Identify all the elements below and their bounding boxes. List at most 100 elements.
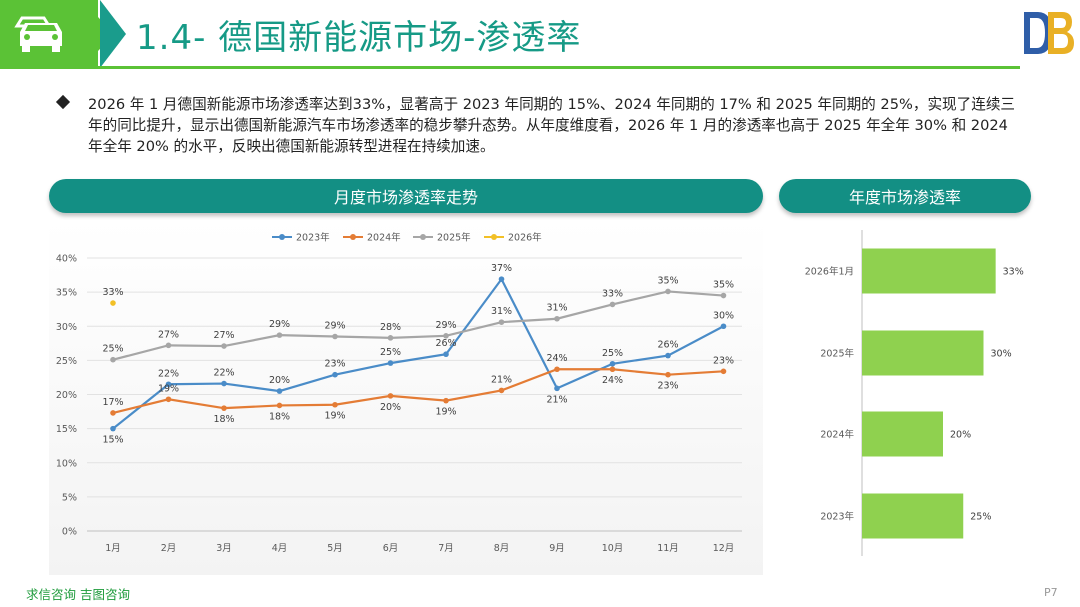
y-tick-label: 40% (56, 254, 77, 265)
data-point (332, 333, 338, 340)
page-title: 1.4- 德国新能源市场-渗透率 (136, 18, 582, 58)
data-point (165, 381, 172, 388)
data-point (554, 366, 560, 373)
data-point (498, 387, 505, 394)
data-point (387, 335, 394, 341)
data-point (110, 410, 116, 416)
y-tick-label: 5% (62, 492, 77, 503)
data-label: 27% (213, 330, 234, 341)
data-label: 25% (602, 348, 623, 359)
legend-marker (491, 234, 497, 240)
bar-category-label: 2023年 (820, 511, 854, 523)
x-tick-label: 12月 (713, 543, 735, 554)
series-line-2025年 (112, 290, 724, 361)
annual-chart-title: 年度市场渗透率 (848, 188, 961, 207)
bar-2024年 (862, 411, 943, 457)
data-point (221, 380, 227, 387)
data-point (276, 402, 283, 409)
summary-paragraph: 2026 年 1 月德国新能源市场渗透率达到33%，显著高于 2023 年同期的… (55, 94, 1018, 157)
legend-label: 2025年 (437, 232, 471, 244)
y-tick-label: 20% (56, 390, 77, 401)
x-tick-label: 7月 (438, 543, 454, 554)
legend-label: 2026年 (508, 232, 542, 244)
monthly-chart-title: 月度市场渗透率走势 (333, 188, 478, 207)
data-point (609, 366, 616, 373)
data-label: 22% (213, 368, 234, 379)
data-label: 35% (713, 280, 734, 291)
bar-value-label: 30% (991, 349, 1012, 360)
data-label: 23% (324, 359, 345, 370)
legend-label: 2024年 (367, 232, 401, 244)
y-tick-label: 35% (56, 288, 77, 299)
data-label: 21% (546, 394, 567, 405)
bar-category-label: 2024年 (820, 429, 854, 441)
bar-category-label: 2025年 (820, 348, 854, 360)
data-point (276, 388, 283, 394)
data-point (443, 351, 449, 358)
data-label: 19% (324, 411, 345, 422)
data-label: 18% (213, 414, 234, 425)
data-label: 18% (269, 411, 290, 422)
data-point (276, 332, 283, 338)
legend-label: 2023年 (296, 232, 330, 244)
data-label: 22% (158, 368, 179, 379)
data-point (110, 425, 116, 432)
data-point (498, 319, 505, 325)
data-label: 23% (657, 381, 678, 392)
brand-logo (1024, 12, 1074, 54)
data-point (443, 397, 449, 404)
page-number: P7 (1044, 586, 1058, 599)
y-tick-label: 25% (56, 356, 77, 367)
bar-value-label: 25% (970, 512, 991, 523)
legend-marker (279, 234, 285, 240)
data-point (665, 288, 671, 295)
x-tick-label: 5月 (327, 543, 343, 554)
x-tick-label: 3月 (216, 543, 232, 554)
header: 1.4- 德国新能源市场-渗透率 (0, 0, 1080, 78)
data-label: 19% (435, 407, 456, 418)
data-label: 33% (602, 288, 623, 299)
data-label: 35% (657, 275, 678, 286)
data-point (554, 385, 560, 392)
data-label: 31% (491, 306, 512, 317)
data-point (221, 343, 227, 349)
bar-value-label: 33% (1003, 267, 1024, 278)
data-point (221, 405, 227, 411)
y-tick-label: 15% (56, 424, 77, 435)
data-label: 30% (713, 310, 734, 321)
data-point (387, 393, 394, 399)
monthly-chart-header: 月度市场渗透率走势 (49, 179, 763, 213)
bar-category-label: 2026年1月 (805, 266, 854, 278)
data-label: 17% (102, 397, 123, 408)
bar-2025年 (862, 330, 984, 376)
data-label: 28% (380, 322, 401, 333)
data-label: 25% (102, 344, 123, 355)
x-tick-label: 11月 (657, 543, 679, 554)
data-point (720, 292, 727, 299)
bar-value-label: 20% (950, 430, 971, 441)
footer-source: 求信咨询 吉图咨询 (26, 587, 130, 602)
car-icon (14, 16, 62, 52)
data-label: 19% (158, 383, 179, 394)
data-label: 20% (269, 375, 290, 386)
data-label: 26% (657, 340, 678, 351)
data-point (665, 352, 671, 359)
data-label: 24% (602, 375, 623, 386)
data-point (332, 371, 338, 378)
data-point (165, 342, 172, 349)
data-label: 37% (491, 263, 512, 274)
x-tick-label: 8月 (494, 543, 510, 554)
y-tick-label: 0% (62, 527, 77, 538)
data-label: 29% (435, 320, 456, 331)
data-label: 20% (380, 402, 401, 413)
data-label: 23% (713, 355, 734, 366)
bar-2026年1月 (862, 248, 996, 294)
data-point (720, 323, 727, 330)
series-line-2023年 (112, 277, 725, 430)
legend-marker (420, 234, 426, 240)
data-point (609, 301, 616, 308)
data-point (665, 371, 671, 378)
data-label: 24% (546, 353, 567, 364)
data-point (110, 356, 116, 363)
data-label: 26% (435, 338, 456, 349)
